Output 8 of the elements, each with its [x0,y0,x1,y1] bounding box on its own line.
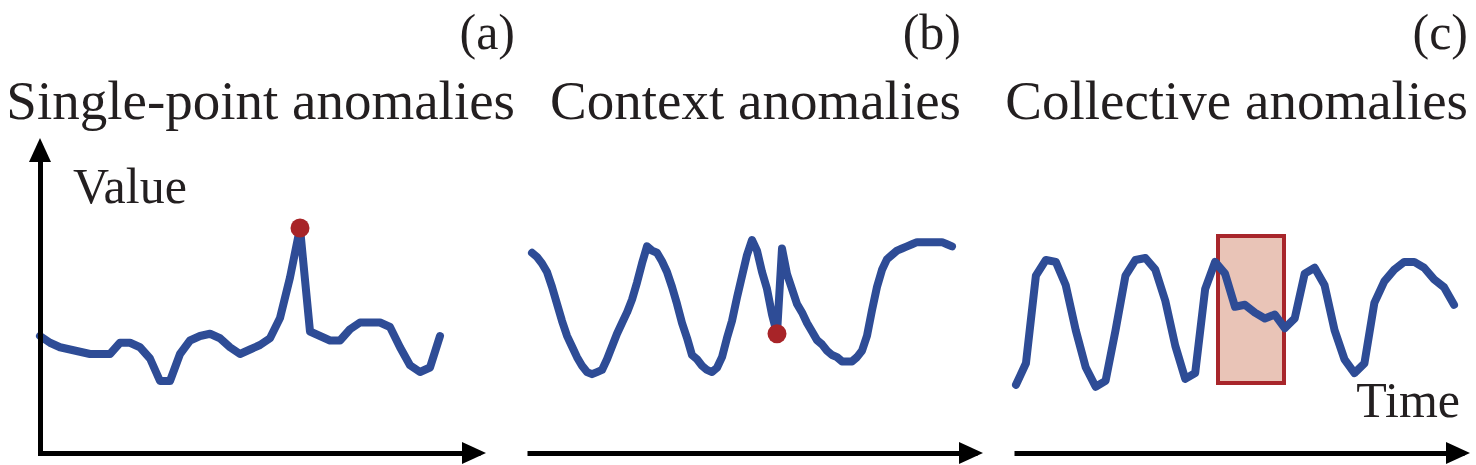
chart-title: Single-point anomalies [6,70,515,131]
text: (a) [459,4,515,60]
text: (b) [902,4,961,60]
text: (c) [1412,4,1468,60]
chart-title: Context anomalies [550,70,961,131]
chart-title: Collective anomalies [1005,70,1468,131]
y-axis-title: Value [73,158,187,214]
x-axis-title: Time [1356,372,1460,428]
